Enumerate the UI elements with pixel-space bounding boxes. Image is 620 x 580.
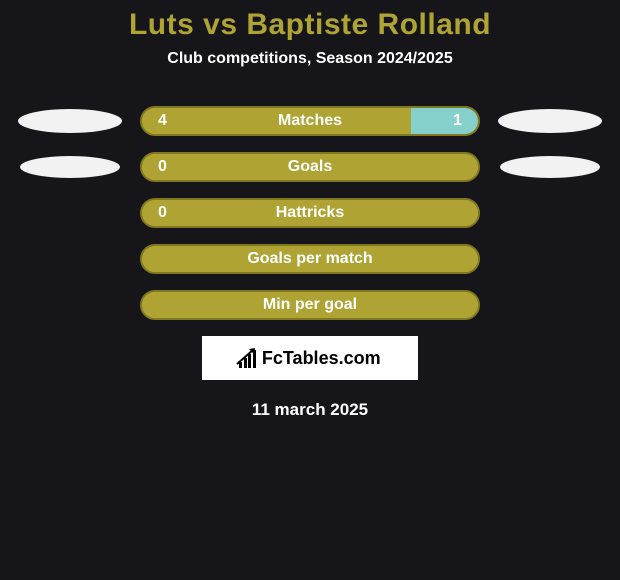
page-subtitle: Club competitions, Season 2024/2025 (0, 50, 620, 68)
stat-bar: 0Hattricks (140, 198, 480, 228)
bar-chart-icon (239, 348, 256, 368)
player-left-ellipse-icon (20, 156, 120, 178)
row-right-col (480, 156, 620, 178)
row-left-col (0, 109, 140, 133)
player-left-ellipse-icon (18, 109, 122, 133)
stat-bar: Min per goal (140, 290, 480, 320)
logo-text: FcTables.com (262, 348, 381, 369)
stat-bar: Goals per match (140, 244, 480, 274)
page-title: Luts vs Baptiste Rolland (0, 0, 620, 42)
fctables-logo: FcTables.com (202, 336, 418, 380)
stat-row: 0Goals (0, 152, 620, 182)
stat-row: 0Hattricks (0, 198, 620, 228)
stat-bar: 0Goals (140, 152, 480, 182)
stat-label: Matches (142, 112, 478, 130)
stat-label: Goals per match (142, 250, 478, 268)
stat-label: Goals (142, 158, 478, 176)
stat-row: 4Matches1 (0, 106, 620, 136)
row-left-col (0, 156, 140, 178)
stat-value-right: 1 (453, 112, 462, 130)
player-right-ellipse-icon (500, 156, 600, 178)
stat-row: Goals per match (0, 244, 620, 274)
stat-bar: 4Matches1 (140, 106, 480, 136)
row-right-col (480, 109, 620, 133)
stat-row: Min per goal (0, 290, 620, 320)
date-text: 11 march 2025 (0, 400, 620, 420)
stat-rows: 4Matches1 0Goals 0Hattricks Goals per match… (0, 106, 620, 320)
stat-label: Min per goal (142, 296, 478, 314)
player-right-ellipse-icon (498, 109, 602, 133)
stat-label: Hattricks (142, 204, 478, 222)
